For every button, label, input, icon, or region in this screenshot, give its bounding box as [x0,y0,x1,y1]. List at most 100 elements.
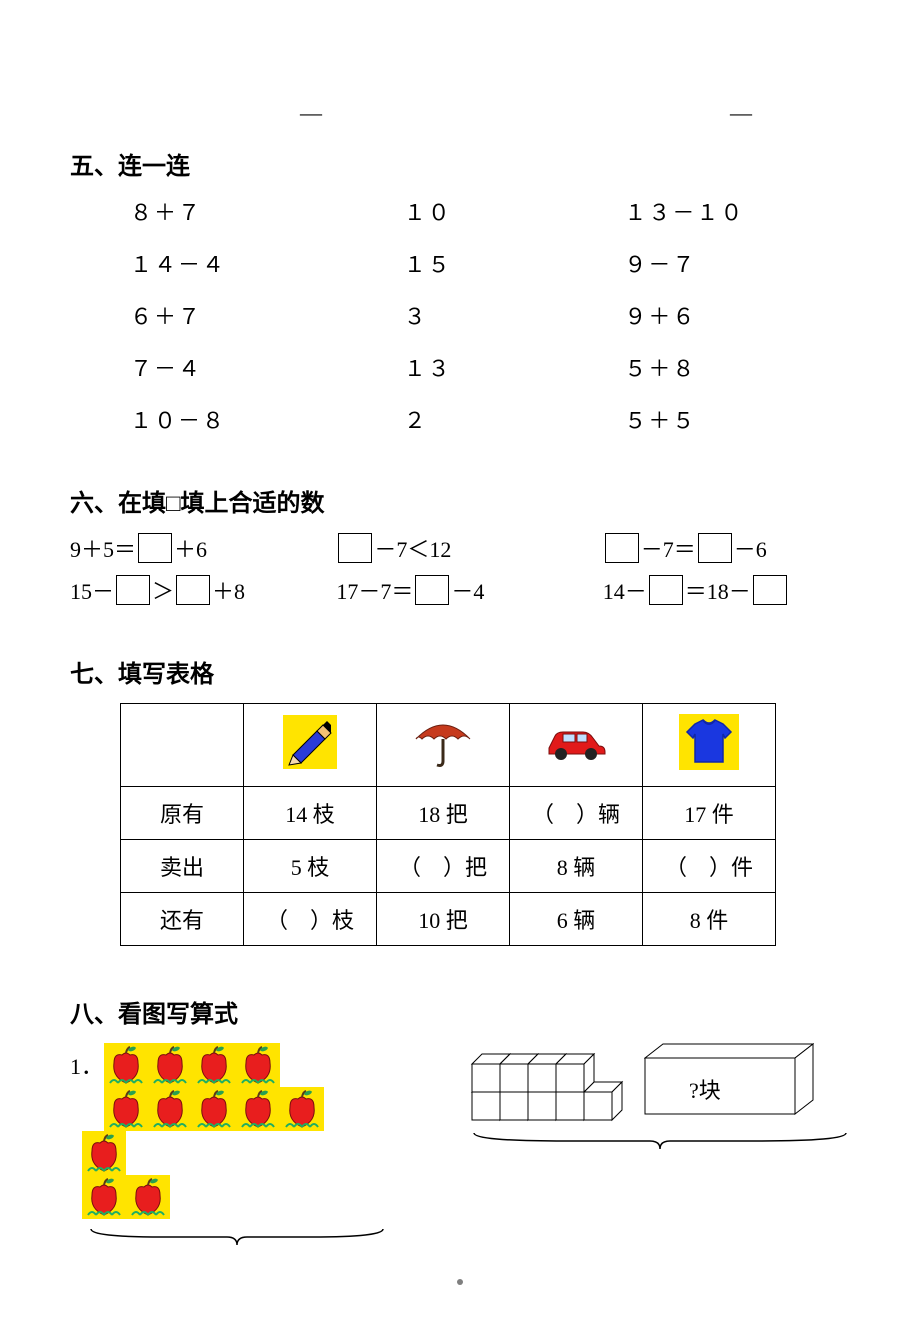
text: 14－ [603,579,647,604]
section6-body: 9＋5＝＋6 －7＜12 －7＝ －6 15－ ＞ ＋8 17－7＝－4 14－ ＝18… [70,532,850,606]
text: ＋6 [174,537,207,562]
sec6-r2c2: 17－7＝－4 [336,574,602,606]
box-label: ?块 [689,1073,721,1105]
sec6-r1c1: 9＋5＝＋6 [70,532,336,564]
apple-icon [192,1087,236,1131]
row-label: 原有 [121,787,244,840]
blank-box[interactable] [138,533,172,563]
apple-icon [148,1043,192,1087]
apple-icon [82,1131,126,1175]
sec5-mid: １５ [374,247,585,279]
row-label: 还有 [121,893,244,946]
sec5-mid: ３ [374,299,585,331]
table-row-had: 原有 14 枝 18 把 （ ）辆 17 件 [121,787,776,840]
text: －7＝ [641,537,696,562]
text: ＞ [152,579,174,604]
blank-box[interactable] [753,575,787,605]
car-icon [543,720,609,770]
sec8-cubes-col: ?块 [470,1043,850,1153]
section8-body: 1． [70,1043,850,1249]
cubes-area: ?块 [470,1043,850,1123]
sec6-r2c3: 14－ ＝18－ [603,574,850,606]
apple-icon [104,1087,148,1131]
worksheet-page: — — 五、连一连 ８＋７１０１３－１０１４－４１５９－７６＋７３９＋６７－４１… [0,0,920,1325]
sec5-right: ５＋５ [584,403,850,435]
sec5-left: ６＋７ [70,299,374,331]
blank-box[interactable] [605,533,639,563]
sec5-left: ７－４ [70,351,374,383]
table-cell[interactable]: （ ）件 [643,840,776,893]
sec5-left: １０－８ [70,403,374,435]
umbrella-icon [410,715,476,775]
blank-box[interactable] [176,575,210,605]
header-pencil [244,704,377,787]
header-shirt [643,704,776,787]
table-row-left: 还有 （ ）枝 10 把 6 辆 8 件 [121,893,776,946]
sec5-mid: １０ [374,195,585,227]
apples-right-group [82,1131,170,1219]
top-dash-row: — — [70,100,850,124]
brace-left [70,1225,404,1249]
table-cell[interactable]: （ ）枝 [244,893,377,946]
apple-icon [104,1043,148,1087]
blank-box[interactable] [415,575,449,605]
sec6-row1: 9＋5＝＋6 －7＜12 －7＝ －6 [70,532,850,564]
sec5-row: １４－４１５９－７ [70,247,850,279]
apple-icon [280,1087,324,1131]
sec6-r1c2: －7＜12 [336,532,602,564]
section5-body: ８＋７１０１３－１０１４－４１５９－７６＋７３９＋６７－４１３５＋８１０－８２５… [70,195,850,435]
table-header-row [121,704,776,787]
apple-icon [236,1087,280,1131]
sec6-r1c3: －7＝ －6 [603,532,850,564]
apple-icon [192,1043,236,1087]
text: ＋8 [212,579,245,604]
section5-title: 五、连一连 [70,146,850,181]
text: －6 [734,537,767,562]
table-cell: 6 辆 [510,893,643,946]
sec5-row: ８＋７１０１３－１０ [70,195,850,227]
sec5-right: ９＋６ [584,299,850,331]
item-number: 1． [70,1043,98,1081]
section7-table: 原有 14 枝 18 把 （ ）辆 17 件 卖出 5 枝 （ ）把 8 辆 （… [120,703,776,946]
table-cell: 8 件 [643,893,776,946]
blank-box[interactable] [649,575,683,605]
blank-box[interactable] [116,575,150,605]
shirt-icon [679,714,739,776]
sec5-mid: ２ [374,403,585,435]
dash-left: — [300,100,322,126]
table-cell: 14 枝 [244,787,377,840]
sec5-row: ６＋７３９＋６ [70,299,850,331]
table-cell: 8 辆 [510,840,643,893]
pencil-icon [283,715,337,775]
sec5-right: ５＋８ [584,351,850,383]
dot-marker-icon [457,1279,463,1285]
header-empty [121,704,244,787]
sec5-left: ８＋７ [70,195,374,227]
section7-title: 七、填写表格 [70,654,850,689]
sec8-apples-col: 1． [70,1043,404,1249]
sec5-mid: １３ [374,351,585,383]
table-cell: 5 枝 [244,840,377,893]
sec5-row: ７－４１３５＋８ [70,351,850,383]
table-cell[interactable]: （ ）把 [377,840,510,893]
sec5-left: １４－４ [70,247,374,279]
table-cell: 17 件 [643,787,776,840]
brace-right [470,1129,850,1153]
sec5-right: ９－７ [584,247,850,279]
table-cell: 10 把 [377,893,510,946]
blank-box[interactable] [698,533,732,563]
apples-left-group [104,1043,324,1131]
table-cell[interactable]: （ ）辆 [510,787,643,840]
box3d: ?块 [644,1043,804,1123]
row-label: 卖出 [121,840,244,893]
text: 15－ [70,579,114,604]
header-umbrella [377,704,510,787]
blank-box[interactable] [338,533,372,563]
apple-icon [126,1175,170,1219]
apple-icon [236,1043,280,1087]
sec5-row: １０－８２５＋５ [70,403,850,435]
dot-marker-wrap [70,1279,850,1285]
text: ＝18－ [685,579,751,604]
cubes-icon [470,1053,624,1123]
text: －7＜12 [374,537,451,562]
